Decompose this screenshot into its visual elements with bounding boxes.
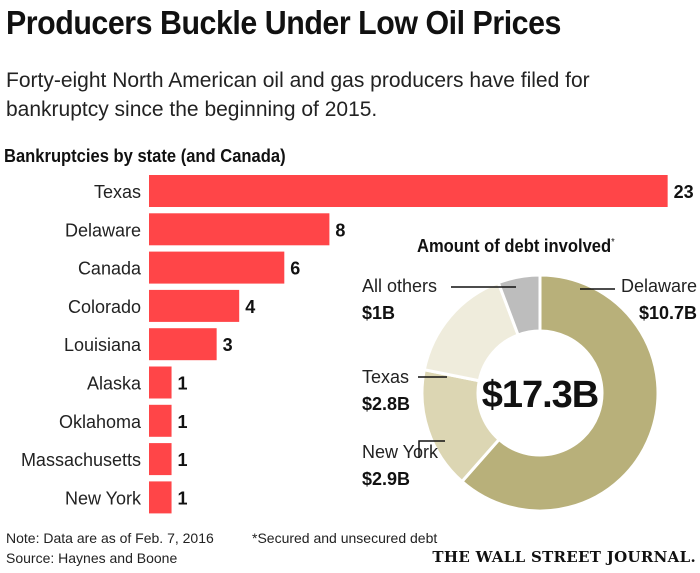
- bar: [149, 213, 330, 246]
- bar-category-label: Alaska: [87, 374, 142, 394]
- chart-title: Producers Buckle Under Low Oil Prices: [6, 4, 561, 41]
- footnote: *Secured and unsecured debt: [252, 530, 438, 546]
- donut-slice: [459, 273, 660, 513]
- bar-chart-title: Bankruptcies by state (and Canada): [4, 146, 286, 166]
- bar-category-label: Louisiana: [64, 335, 142, 355]
- donut-slice-label: New York: [362, 442, 439, 462]
- bar-value-label: 1: [178, 374, 188, 394]
- bar-value-label: 23: [674, 182, 694, 202]
- bar: [149, 289, 240, 322]
- donut-value-label: $10.7B: [639, 303, 697, 323]
- bar: [149, 481, 172, 514]
- bar-value-label: 6: [290, 259, 300, 279]
- leader-line: [418, 440, 445, 458]
- bar-category-label: Canada: [78, 259, 142, 279]
- bar-value-label: 4: [245, 297, 255, 317]
- bar-value-label: 3: [223, 335, 233, 355]
- donut-slice-label: All others: [362, 276, 437, 296]
- bar-category-label: Delaware: [65, 220, 141, 240]
- bar-value-label: 8: [335, 220, 345, 240]
- donut-slice-label: Delaware: [621, 276, 697, 296]
- bar: [149, 443, 172, 476]
- donut-value-label: $2.9B: [362, 469, 410, 489]
- donut-value-label: $1B: [362, 303, 395, 323]
- bar-value-label: 1: [178, 450, 188, 470]
- bar-value-label: 1: [178, 412, 188, 432]
- bar: [149, 175, 668, 207]
- donut-slice: [496, 273, 542, 337]
- donut-title-text: Amount of debt involved: [417, 236, 612, 256]
- donut-slice-label: Texas: [362, 367, 409, 387]
- bar: [149, 366, 172, 399]
- donut-center-label: $17.3B: [482, 374, 599, 416]
- bar-category-label: Texas: [94, 182, 141, 202]
- bar-category-label: New York: [65, 488, 142, 508]
- note: Note: Data are as of Feb. 7, 2016: [6, 530, 214, 546]
- source: Source: Haynes and Boone: [6, 550, 178, 566]
- donut-chart-title: Amount of debt involved*: [417, 236, 615, 257]
- bar: [149, 328, 217, 361]
- bar: [149, 404, 172, 437]
- footnote-mark: *: [611, 237, 615, 248]
- bar: [149, 251, 285, 284]
- donut-value-label: $2.8B: [362, 394, 410, 414]
- bar-value-label: 1: [178, 488, 188, 508]
- publisher-logo: THE WALL STREET JOURNAL.: [432, 548, 696, 566]
- chart-subtitle: Forty-eight North American oil and gas p…: [6, 69, 590, 121]
- bar-category-label: Colorado: [68, 297, 141, 317]
- bar-category-label: Oklahoma: [59, 412, 142, 432]
- bar-category-label: Massachusetts: [21, 450, 141, 470]
